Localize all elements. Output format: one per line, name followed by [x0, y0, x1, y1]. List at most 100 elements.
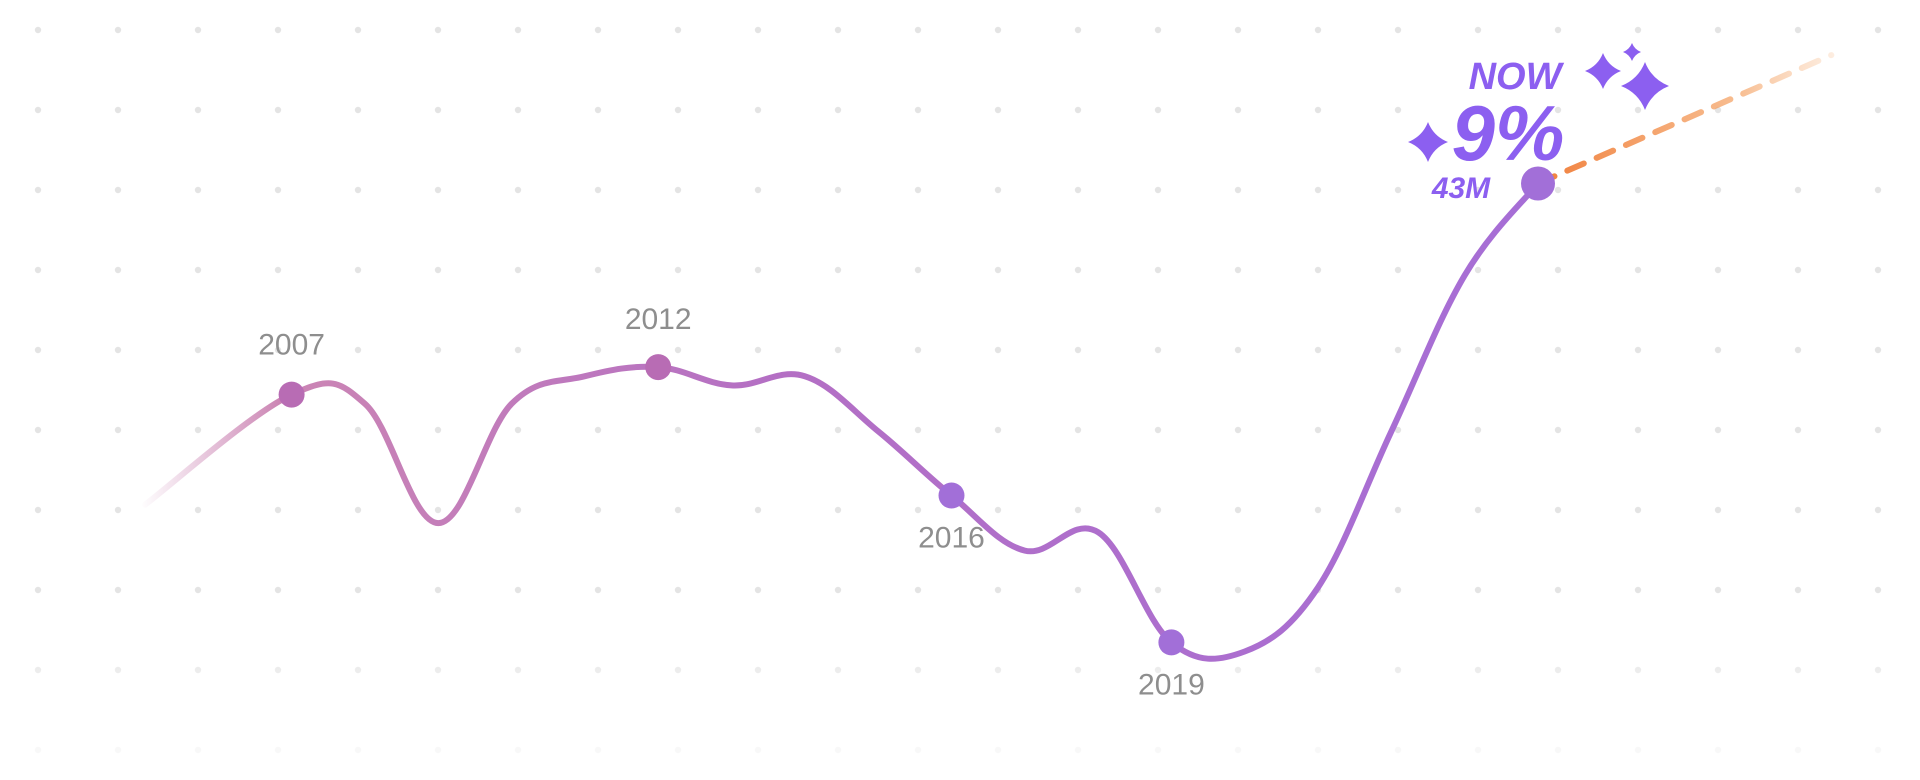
grid-dot [34, 506, 42, 514]
grid-dot [994, 746, 1002, 754]
grid-dot [1154, 346, 1162, 354]
grid-dot [434, 186, 442, 194]
grid-dot [994, 26, 1002, 34]
grid-dot [1874, 266, 1882, 274]
grid-dot [594, 106, 602, 114]
grid-dot [754, 26, 762, 34]
grid-dot [1234, 666, 1242, 674]
grid-dot [1554, 426, 1562, 434]
grid-dot [114, 746, 122, 754]
grid-dot [114, 106, 122, 114]
grid-dot [1314, 426, 1322, 434]
grid-dot [1634, 346, 1642, 354]
grid-dot [274, 186, 282, 194]
grid-dot [914, 106, 922, 114]
grid-dot [274, 266, 282, 274]
grid-dot [994, 266, 1002, 274]
grid-dot [514, 586, 522, 594]
grid-dot [434, 26, 442, 34]
grid-dot [1634, 186, 1642, 194]
grid-dot [674, 186, 682, 194]
grid-dot [274, 426, 282, 434]
year-label-2007: 2007 [258, 329, 325, 362]
grid-dot [1394, 186, 1402, 194]
grid-dot [594, 26, 602, 34]
grid-dot [994, 506, 1002, 514]
grid-dot [994, 586, 1002, 594]
grid-dot [354, 426, 362, 434]
grid-dot [674, 106, 682, 114]
grid-dot [434, 266, 442, 274]
grid-dot [1874, 106, 1882, 114]
grid-dot [1634, 106, 1642, 114]
grid-dot [754, 586, 762, 594]
grid-dot [754, 426, 762, 434]
grid-dot [114, 426, 122, 434]
grid-dot [1714, 186, 1722, 194]
grid-dot [114, 506, 122, 514]
grid-dot [1474, 426, 1482, 434]
grid-dot [914, 346, 922, 354]
grid-dot [994, 186, 1002, 194]
grid-dot [514, 666, 522, 674]
current-value-label: 9% [1452, 89, 1565, 177]
grid-dot [1394, 746, 1402, 754]
grid-dot [354, 506, 362, 514]
grid-dot [674, 26, 682, 34]
grid-dot [1794, 186, 1802, 194]
highlighted-points [278, 166, 1555, 656]
grid-dot [1074, 746, 1082, 754]
grid-dot [914, 426, 922, 434]
grid-dot [914, 266, 922, 274]
grid-dot [514, 506, 522, 514]
grid-dot [514, 746, 522, 754]
sparkle-icons [1408, 43, 1669, 162]
grid-dot [1554, 186, 1562, 194]
grid-dot [1874, 426, 1882, 434]
grid-dot [1234, 586, 1242, 594]
grid-dot [1234, 746, 1242, 754]
point-2019 [1158, 629, 1185, 656]
grid-dot [34, 186, 42, 194]
grid-dot [1794, 666, 1802, 674]
grid-dot [994, 106, 1002, 114]
grid-dot [34, 346, 42, 354]
grid-dot [1074, 666, 1082, 674]
grid-dot [194, 186, 202, 194]
grid-dot [1074, 586, 1082, 594]
grid-dot [1714, 586, 1722, 594]
grid-dot [1554, 26, 1562, 34]
grid-dot [1314, 746, 1322, 754]
grid-dot [1074, 26, 1082, 34]
grid-dot [1634, 666, 1642, 674]
grid-dot [1314, 26, 1322, 34]
grid-dot [1554, 666, 1562, 674]
grid-dot [754, 746, 762, 754]
grid-dot [194, 506, 202, 514]
grid-dot [514, 186, 522, 194]
grid-dot [674, 666, 682, 674]
grid-dot [1394, 586, 1402, 594]
grid-dot [914, 666, 922, 674]
grid-dot [274, 586, 282, 594]
grid-dot [434, 746, 442, 754]
grid-dot [1634, 506, 1642, 514]
grid-dot [834, 346, 842, 354]
sparkle-icon [1623, 43, 1641, 61]
grid-dot [1794, 746, 1802, 754]
dot-grid [34, 26, 1882, 754]
grid-dot [354, 746, 362, 754]
grid-dot [434, 586, 442, 594]
current-count-label: 43M [1431, 172, 1491, 205]
grid-dot [1394, 506, 1402, 514]
grid-dot [114, 666, 122, 674]
grid-dot [1714, 666, 1722, 674]
grid-dot [114, 186, 122, 194]
grid-dot [434, 666, 442, 674]
grid-dot [1234, 346, 1242, 354]
grid-dot [1714, 26, 1722, 34]
grid-dot [34, 426, 42, 434]
grid-dot [274, 506, 282, 514]
grid-dot [834, 586, 842, 594]
grid-dot [1394, 346, 1402, 354]
